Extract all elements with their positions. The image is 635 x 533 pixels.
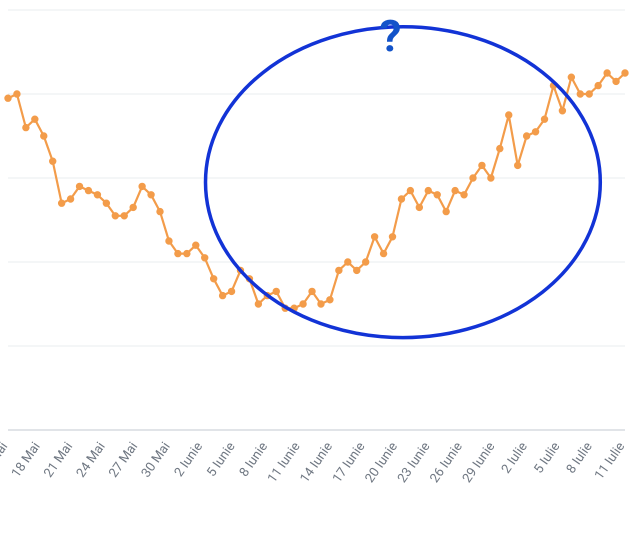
data-point [130, 204, 136, 210]
data-point [318, 301, 324, 307]
data-point [470, 175, 476, 181]
data-point [121, 213, 127, 219]
data-point [523, 133, 529, 139]
data-point [32, 116, 38, 122]
data-point [506, 112, 512, 118]
data-point [210, 276, 216, 282]
data-point [327, 297, 333, 303]
data-point [586, 91, 592, 97]
data-point [497, 145, 503, 151]
data-point [202, 255, 208, 261]
data-point [345, 259, 351, 265]
data-point [613, 78, 619, 84]
data-point [85, 187, 91, 193]
data-point [532, 129, 538, 135]
data-point [157, 208, 163, 214]
data-point [398, 196, 404, 202]
data-point [76, 183, 82, 189]
data-point [595, 82, 601, 88]
trend-chart: 5 Mai18 Mai21 Mai24 Mai27 Mai30 Mai2 Iun… [0, 0, 635, 533]
data-point [5, 95, 11, 101]
data-point [219, 292, 225, 298]
data-point [184, 250, 190, 256]
data-point [336, 267, 342, 273]
data-point [443, 208, 449, 214]
data-point [103, 200, 109, 206]
data-point [148, 192, 154, 198]
data-point [425, 187, 431, 193]
data-point [193, 242, 199, 248]
data-point [58, 200, 64, 206]
data-point [515, 162, 521, 168]
data-point [112, 213, 118, 219]
data-point [139, 183, 145, 189]
data-point [434, 192, 440, 198]
data-point [389, 234, 395, 240]
data-point [23, 124, 29, 130]
data-point [479, 162, 485, 168]
data-point [354, 267, 360, 273]
data-point [452, 187, 458, 193]
data-point [488, 175, 494, 181]
data-point [50, 158, 56, 164]
data-point [175, 250, 181, 256]
data-point [14, 91, 20, 97]
data-point [371, 234, 377, 240]
data-point [362, 259, 368, 265]
data-point [407, 187, 413, 193]
data-point [559, 108, 565, 114]
data-point [416, 204, 422, 210]
data-point [577, 91, 583, 97]
data-point [255, 301, 261, 307]
data-point [309, 288, 315, 294]
data-point [228, 288, 234, 294]
data-point [41, 133, 47, 139]
data-point [94, 192, 100, 198]
data-point [273, 288, 279, 294]
data-point [380, 250, 386, 256]
question-mark-annotation: ? [380, 10, 402, 62]
data-point [166, 238, 172, 244]
data-point [568, 74, 574, 80]
data-point [461, 192, 467, 198]
data-point [67, 196, 73, 202]
data-point [604, 70, 610, 76]
data-point [300, 301, 306, 307]
data-point [541, 116, 547, 122]
data-point [622, 70, 628, 76]
